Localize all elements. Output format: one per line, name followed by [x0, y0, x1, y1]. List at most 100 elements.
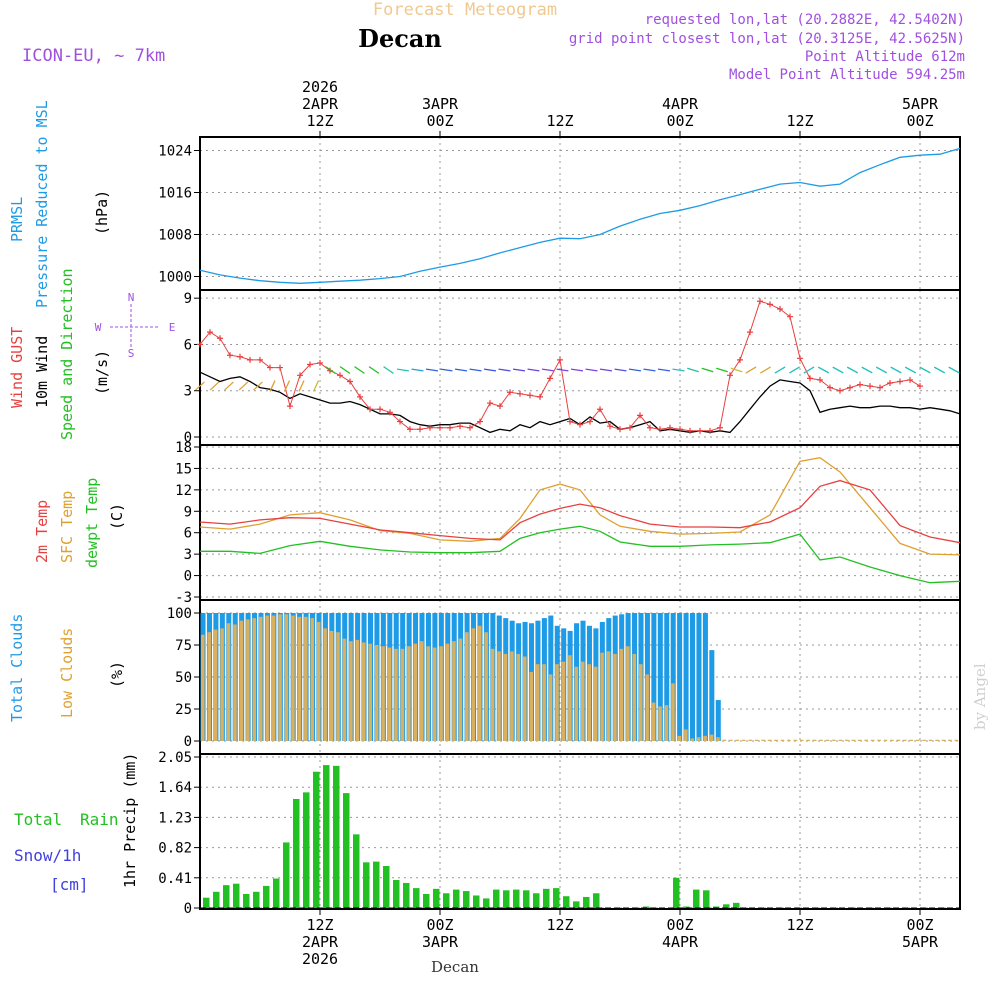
bar-low-cloud [890, 739, 894, 741]
bar-precip [353, 834, 360, 908]
bar-low-cloud [439, 646, 443, 741]
gust-marker [247, 356, 253, 363]
bar-low-cloud [645, 674, 649, 741]
bar-low-cloud [323, 628, 327, 741]
bar-low-cloud [864, 739, 868, 741]
bar-low-cloud [291, 615, 295, 741]
wind-arrow [269, 380, 276, 392]
bar-precip [313, 771, 320, 908]
gust-marker [217, 335, 223, 342]
bar-precip [673, 877, 680, 908]
bar-precip [703, 890, 710, 908]
bar-low-cloud [845, 739, 849, 741]
compass-s: S [128, 347, 135, 360]
gust-marker [847, 384, 853, 391]
bar-low-cloud [336, 632, 340, 741]
bar-low-cloud [709, 734, 714, 741]
gust-marker [477, 418, 483, 425]
gust-marker [677, 426, 683, 433]
bar-precip [303, 792, 310, 908]
bar-low-cloud [922, 739, 926, 741]
gust-marker [757, 298, 763, 305]
bar-precip [463, 891, 470, 908]
bar-low-cloud [574, 666, 579, 741]
compass-n: N [128, 291, 135, 304]
bar-low-cloud [213, 629, 218, 741]
bar-low-cloud [349, 641, 353, 741]
chart-title: Forecast Meteogram [373, 0, 557, 20]
wind-arrow [396, 368, 410, 372]
wind-arrow [411, 368, 424, 372]
wind-arrow [527, 368, 540, 372]
gust-marker [627, 424, 633, 431]
series-line-2m-temp [199, 479, 961, 544]
wind-arrow [512, 368, 526, 372]
bar-low-cloud [278, 614, 282, 741]
wind-arrow [483, 368, 497, 372]
bar-low-cloud [413, 643, 418, 741]
gust-marker [917, 383, 923, 390]
gust-marker [727, 372, 733, 379]
bar-low-cloud [729, 739, 733, 741]
gust-marker [657, 426, 663, 433]
bar-low-cloud [812, 739, 817, 741]
gust-marker [647, 424, 653, 431]
gust-marker [407, 426, 413, 433]
gust-marker [237, 353, 243, 360]
time-tick-label-top: 00Z [666, 112, 693, 130]
bar-low-cloud [477, 625, 482, 741]
prmsl-sublabel: Pressure Reduced to MSL [33, 100, 51, 308]
location-title: Decan [358, 24, 442, 53]
bar-low-cloud [394, 648, 398, 741]
gust-marker [747, 329, 753, 336]
bar-low-cloud [362, 642, 366, 741]
gust-marker [797, 355, 803, 362]
wind-arrow [599, 368, 613, 372]
bar-precip [443, 893, 450, 908]
bar-low-cloud [310, 618, 315, 741]
gust-marker [207, 329, 213, 336]
bar-precip [493, 889, 500, 908]
gust-marker [587, 418, 593, 425]
time-tick-label-bottom: 2APR [302, 933, 339, 951]
bar-low-cloud [877, 739, 881, 741]
bar-low-cloud [220, 628, 224, 741]
gust-marker [577, 421, 583, 428]
gust-marker [767, 301, 773, 308]
y-tick-label: 12 [175, 483, 192, 499]
gust-marker [837, 387, 843, 394]
low-cloud-label: Low Clouds [58, 628, 76, 718]
bar-low-cloud [948, 739, 952, 741]
bar-precip [203, 897, 210, 908]
bar-low-cloud [258, 616, 263, 741]
bar-total-cloud [651, 613, 657, 741]
requested-coords: requested lon,lat (20.2882E, 42.5402N) [645, 12, 965, 28]
y-tick-label: 0 [184, 569, 192, 585]
precip-labels: Total Rain Snow/1h [cm] 1hr Precip (mm) [14, 753, 139, 894]
gust-marker [637, 412, 643, 419]
bar-low-cloud [503, 653, 508, 741]
gust-marker [777, 305, 783, 312]
sfctemp-label: SFC Temp [58, 491, 76, 563]
time-tick-label-top: 5APR [902, 95, 939, 113]
bar-low-cloud [613, 653, 617, 741]
dewpt-label: dewpt Temp [83, 478, 101, 568]
gust-marker [537, 393, 543, 400]
bar-precip [343, 793, 350, 908]
bar-precip [473, 895, 480, 908]
point-altitude: Point Altitude 612m [805, 49, 965, 65]
compass-rose: N S W E [95, 291, 176, 360]
bar-low-cloud [909, 739, 914, 741]
time-tick-label-bottom: 12Z [546, 916, 573, 934]
time-tick-label-bottom: 4APR [662, 933, 699, 951]
bar-precip [333, 765, 340, 908]
compass-e: E [169, 321, 176, 334]
bar-low-cloud [754, 739, 759, 741]
bar-precip [213, 891, 220, 908]
wind-arrow [875, 366, 888, 374]
gust-marker [877, 384, 883, 391]
bar-precip [373, 861, 380, 908]
wind-arrow [368, 366, 380, 374]
y-tick-label: 25 [175, 702, 192, 718]
bar-low-cloud [419, 641, 424, 741]
